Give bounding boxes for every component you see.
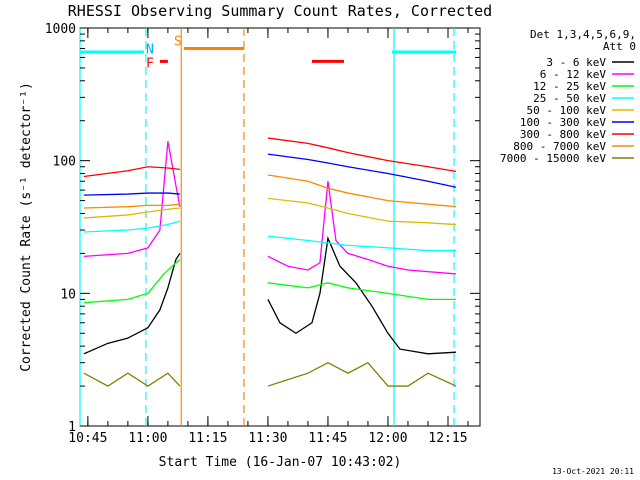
flag-label: F <box>146 57 154 72</box>
series-line <box>83 192 180 196</box>
x-tick-label: 11:00 <box>128 431 167 446</box>
legend-entry-label: 800 - 7000 keV <box>513 140 606 153</box>
series-line <box>267 174 457 208</box>
series-line <box>267 361 457 387</box>
x-tick-label: 12:00 <box>368 431 407 446</box>
chart-title: RHESSI Observing Summary Count Rates, Co… <box>68 2 492 20</box>
series-line <box>83 253 181 355</box>
flag-label: S <box>174 35 182 50</box>
legend-entry-label: 7000 - 15000 keV <box>500 152 606 165</box>
series-line <box>83 203 180 209</box>
y-tick-label: 1 <box>68 420 76 435</box>
series-line <box>83 220 181 233</box>
y-tick-label: 100 <box>53 155 76 170</box>
x-tick-label: 10:45 <box>68 431 107 446</box>
y-axis-label: Corrected Count Rate (s⁻¹ detector⁻¹) <box>19 82 34 372</box>
legend-entry-label: 25 - 50 keV <box>533 92 606 105</box>
axis-ticks: 1 10 100 1000 10:45 11:00 11:15 11:30 11:45 12:00… <box>45 22 480 446</box>
series-line <box>267 235 456 252</box>
series-line <box>267 235 457 355</box>
flag-bars: NF S <box>80 35 456 72</box>
y-tick-label: 1000 <box>45 22 76 37</box>
series-line <box>83 207 180 219</box>
series-line <box>83 141 181 258</box>
series-line <box>267 197 457 226</box>
series-lines <box>83 137 457 387</box>
vertical-markers <box>79 28 455 426</box>
series-line <box>83 166 180 178</box>
series-line <box>267 282 456 301</box>
legend-header: Att 0 <box>603 40 636 53</box>
x-axis-label: Start Time (16-Jan-07 10:43:02) <box>159 455 402 470</box>
footer-timestamp: 13-Oct-2021 20:11 <box>552 467 634 476</box>
x-tick-label: 11:30 <box>248 431 287 446</box>
series-line <box>267 153 457 188</box>
plot-frame <box>79 27 481 427</box>
legend-entry-label: 50 - 100 keV <box>527 104 607 117</box>
x-tick-label: 12:15 <box>428 431 467 446</box>
legend-entry-label: 6 - 12 keV <box>540 68 607 81</box>
x-tick-label: 11:45 <box>308 431 347 446</box>
series-line <box>83 258 181 304</box>
series-line <box>83 372 181 387</box>
legend-entry-label: 300 - 800 keV <box>520 128 606 141</box>
legend-entry-label: 100 - 300 keV <box>520 116 606 129</box>
x-tick-label: 11:15 <box>188 431 227 446</box>
legend-entry-label: 12 - 25 keV <box>533 80 606 93</box>
series-line <box>267 181 457 275</box>
legend-entry-label: 3 - 6 keV <box>546 56 606 69</box>
series-line <box>267 137 457 173</box>
y-tick-label: 10 <box>60 287 76 302</box>
flag-label: N <box>146 42 154 57</box>
legend-header: Det 1,3,4,5,6,9, <box>530 28 636 41</box>
